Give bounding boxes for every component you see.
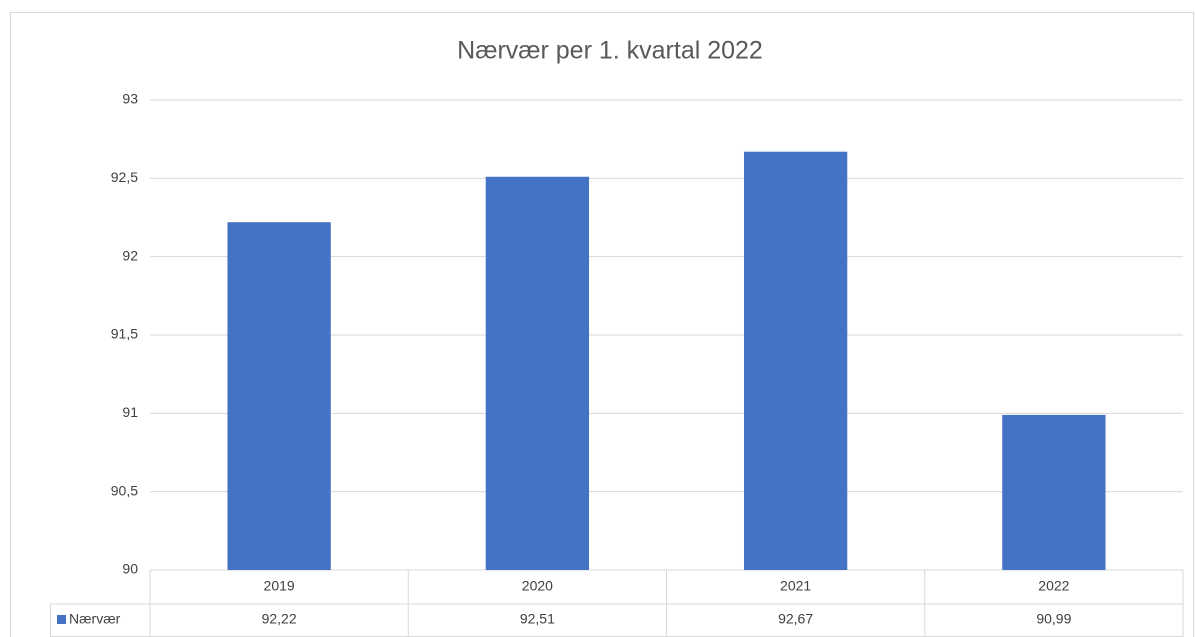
data-label: 92,67 [778,611,813,627]
bar [227,222,331,570]
x-tick-label: 2022 [1038,578,1069,594]
data-label: 90,99 [1036,611,1071,627]
bar [1002,414,1106,570]
chart-border [10,12,1194,637]
y-tick-label: 90,5 [111,482,138,498]
y-tick-label: 92 [122,247,138,263]
y-tick-label: 91 [122,404,138,420]
legend-label: Nærvær [69,611,121,627]
bar [743,151,848,570]
y-tick-label: 93 [122,91,138,107]
legend-swatch [57,615,66,624]
chart-title: Nærvær per 1. kvartal 2022 [457,37,763,65]
data-label: 92,51 [520,611,555,627]
x-tick-label: 2020 [522,578,553,594]
bar [485,176,590,570]
y-tick-label: 92,5 [111,169,138,185]
y-tick-label: 90 [122,561,138,577]
x-tick-label: 2019 [264,578,295,594]
x-tick-label: 2021 [780,578,811,594]
y-tick-label: 91,5 [111,326,138,342]
data-label: 92,22 [262,611,297,627]
